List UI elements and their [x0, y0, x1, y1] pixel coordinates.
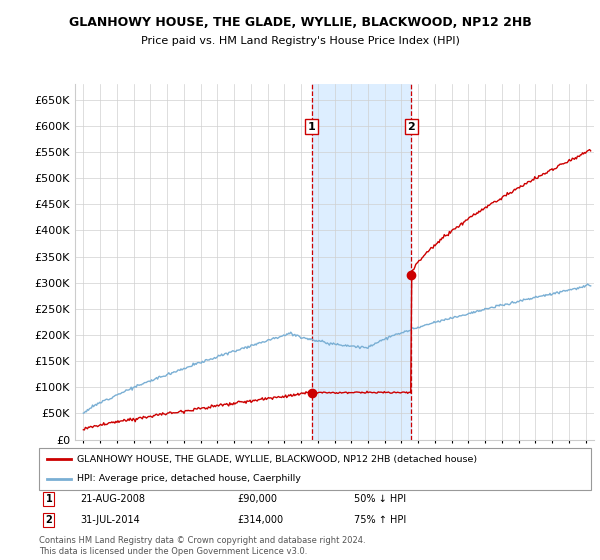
Text: 1: 1: [308, 122, 316, 132]
Text: 50% ↓ HPI: 50% ↓ HPI: [353, 494, 406, 504]
Text: 2: 2: [46, 515, 52, 525]
Text: £90,000: £90,000: [238, 494, 278, 504]
Text: Contains HM Land Registry data © Crown copyright and database right 2024.
This d: Contains HM Land Registry data © Crown c…: [39, 536, 365, 556]
FancyBboxPatch shape: [39, 448, 591, 490]
Bar: [312, 84, 411, 440]
Text: Price paid vs. HM Land Registry's House Price Index (HPI): Price paid vs. HM Land Registry's House …: [140, 36, 460, 46]
Text: 75% ↑ HPI: 75% ↑ HPI: [353, 515, 406, 525]
Text: GLANHOWY HOUSE, THE GLADE, WYLLIE, BLACKWOOD, NP12 2HB: GLANHOWY HOUSE, THE GLADE, WYLLIE, BLACK…: [68, 16, 532, 29]
Text: 31-JUL-2014: 31-JUL-2014: [80, 515, 140, 525]
Text: 21-AUG-2008: 21-AUG-2008: [80, 494, 145, 504]
Text: GLANHOWY HOUSE, THE GLADE, WYLLIE, BLACKWOOD, NP12 2HB (detached house): GLANHOWY HOUSE, THE GLADE, WYLLIE, BLACK…: [77, 455, 476, 464]
Text: £314,000: £314,000: [238, 515, 284, 525]
Text: HPI: Average price, detached house, Caerphilly: HPI: Average price, detached house, Caer…: [77, 474, 301, 483]
Text: 1: 1: [46, 494, 52, 504]
Text: 2: 2: [407, 122, 415, 132]
